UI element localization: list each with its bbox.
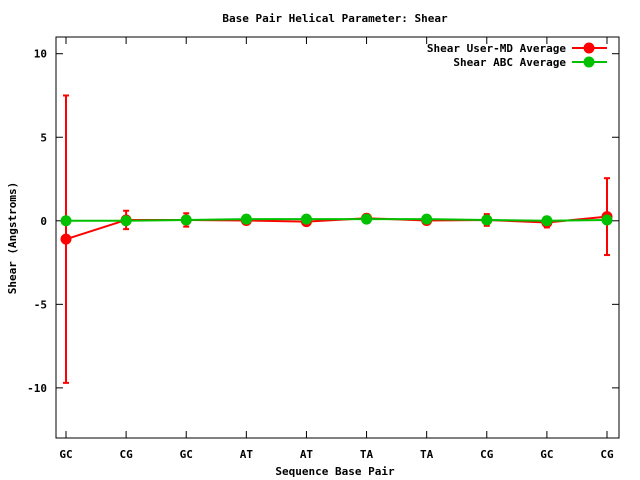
data-point — [361, 213, 373, 225]
series-line — [66, 218, 608, 222]
plot-frame — [55, 36, 620, 439]
legend-label: Shear User-MD Average — [427, 42, 566, 55]
x-tick-label: TA — [420, 448, 434, 461]
series-layer — [60, 94, 613, 384]
y-axis-label: Shear (Angstroms) — [6, 182, 19, 295]
x-tick-label: CG — [480, 448, 494, 461]
data-point — [421, 213, 433, 225]
x-tick-label: AT — [300, 448, 314, 461]
y-tick-label: -5 — [34, 298, 47, 311]
data-point — [60, 233, 72, 245]
chart-title: Base Pair Helical Parameter: Shear — [222, 12, 448, 25]
data-point — [601, 214, 613, 226]
data-point — [180, 214, 192, 226]
x-tick-label: TA — [360, 448, 374, 461]
data-point — [60, 215, 72, 227]
x-tick-label: CG — [600, 448, 614, 461]
x-tick-label: GC — [540, 448, 553, 461]
y-tick-label: 10 — [34, 48, 47, 61]
y-tick-label: -10 — [27, 382, 47, 395]
series-1 — [60, 94, 613, 384]
x-tick-label: CG — [119, 448, 133, 461]
y-axis: -10 -5 0 5 10 — [27, 48, 619, 395]
legend-label: Shear ABC Average — [453, 56, 566, 69]
data-point — [120, 215, 132, 227]
y-tick-label: 5 — [40, 131, 47, 144]
y-tick-label: 0 — [40, 215, 47, 228]
x-tick-label: AT — [240, 448, 254, 461]
data-point — [481, 214, 493, 226]
series-2 — [60, 213, 613, 227]
data-point — [240, 213, 252, 225]
legend-marker — [583, 42, 595, 54]
legend-marker — [583, 56, 595, 68]
x-tick-label: GC — [59, 448, 72, 461]
x-axis: GC CG GC AT AT TA TA CG GC CG — [59, 37, 614, 461]
data-point — [300, 213, 312, 225]
x-axis-label: Sequence Base Pair — [275, 465, 395, 478]
data-point — [541, 215, 553, 227]
x-tick-label: GC — [180, 448, 193, 461]
